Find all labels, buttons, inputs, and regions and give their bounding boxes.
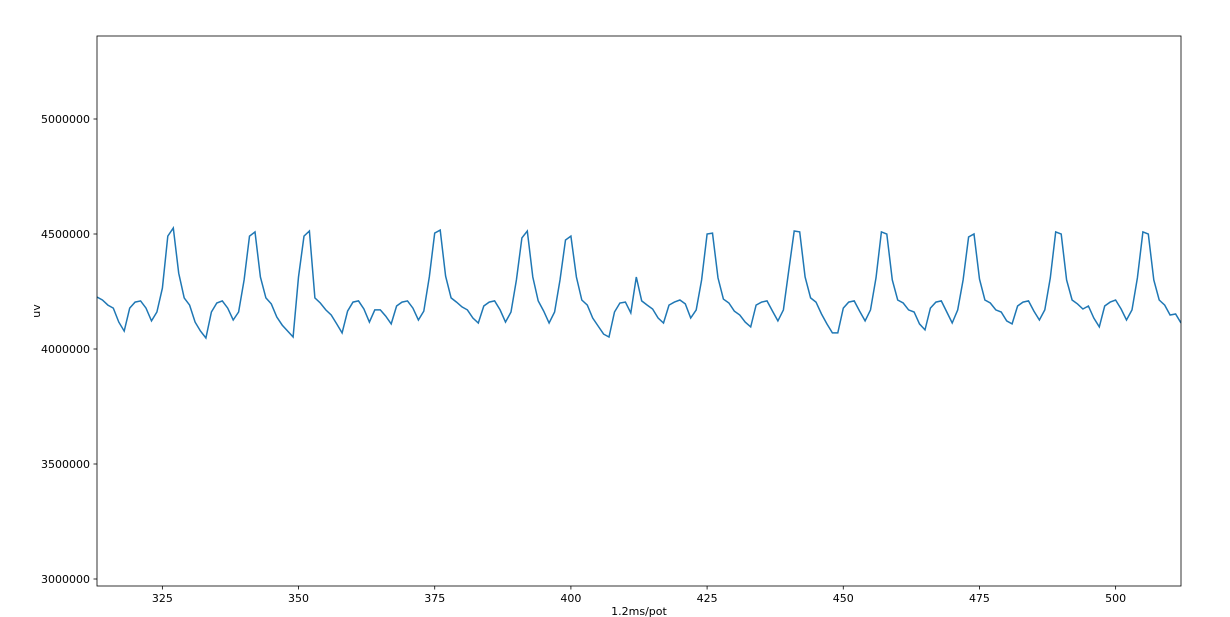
- series-line: [97, 225, 1181, 340]
- y-tick-label: 3500000: [41, 458, 90, 471]
- x-tick-label: 475: [969, 592, 990, 605]
- x-tick-label: 350: [288, 592, 309, 605]
- x-tick-label: 450: [833, 592, 854, 605]
- x-tick-label: 500: [1105, 592, 1126, 605]
- x-tick-label: 375: [424, 592, 445, 605]
- x-tick-label: 425: [697, 592, 718, 605]
- x-tick-label: 325: [152, 592, 173, 605]
- x-axis-label: 1.2ms/pot: [611, 605, 667, 617]
- y-axis: 3000000 3500000 4000000 4500000 5000000: [41, 113, 97, 586]
- y-tick-label: 3000000: [41, 573, 90, 586]
- x-tick-label: 400: [560, 592, 581, 605]
- y-tick-label: 5000000: [41, 113, 90, 126]
- y-axis-label: uv: [30, 304, 43, 318]
- x-axis: 325 350 375 400 425 450 475 500: [152, 586, 1126, 605]
- plot-frame: [96, 35, 1182, 587]
- y-tick-label: 4000000: [41, 343, 90, 356]
- y-tick-label: 4500000: [41, 228, 90, 241]
- plot-area: [96, 35, 1182, 587]
